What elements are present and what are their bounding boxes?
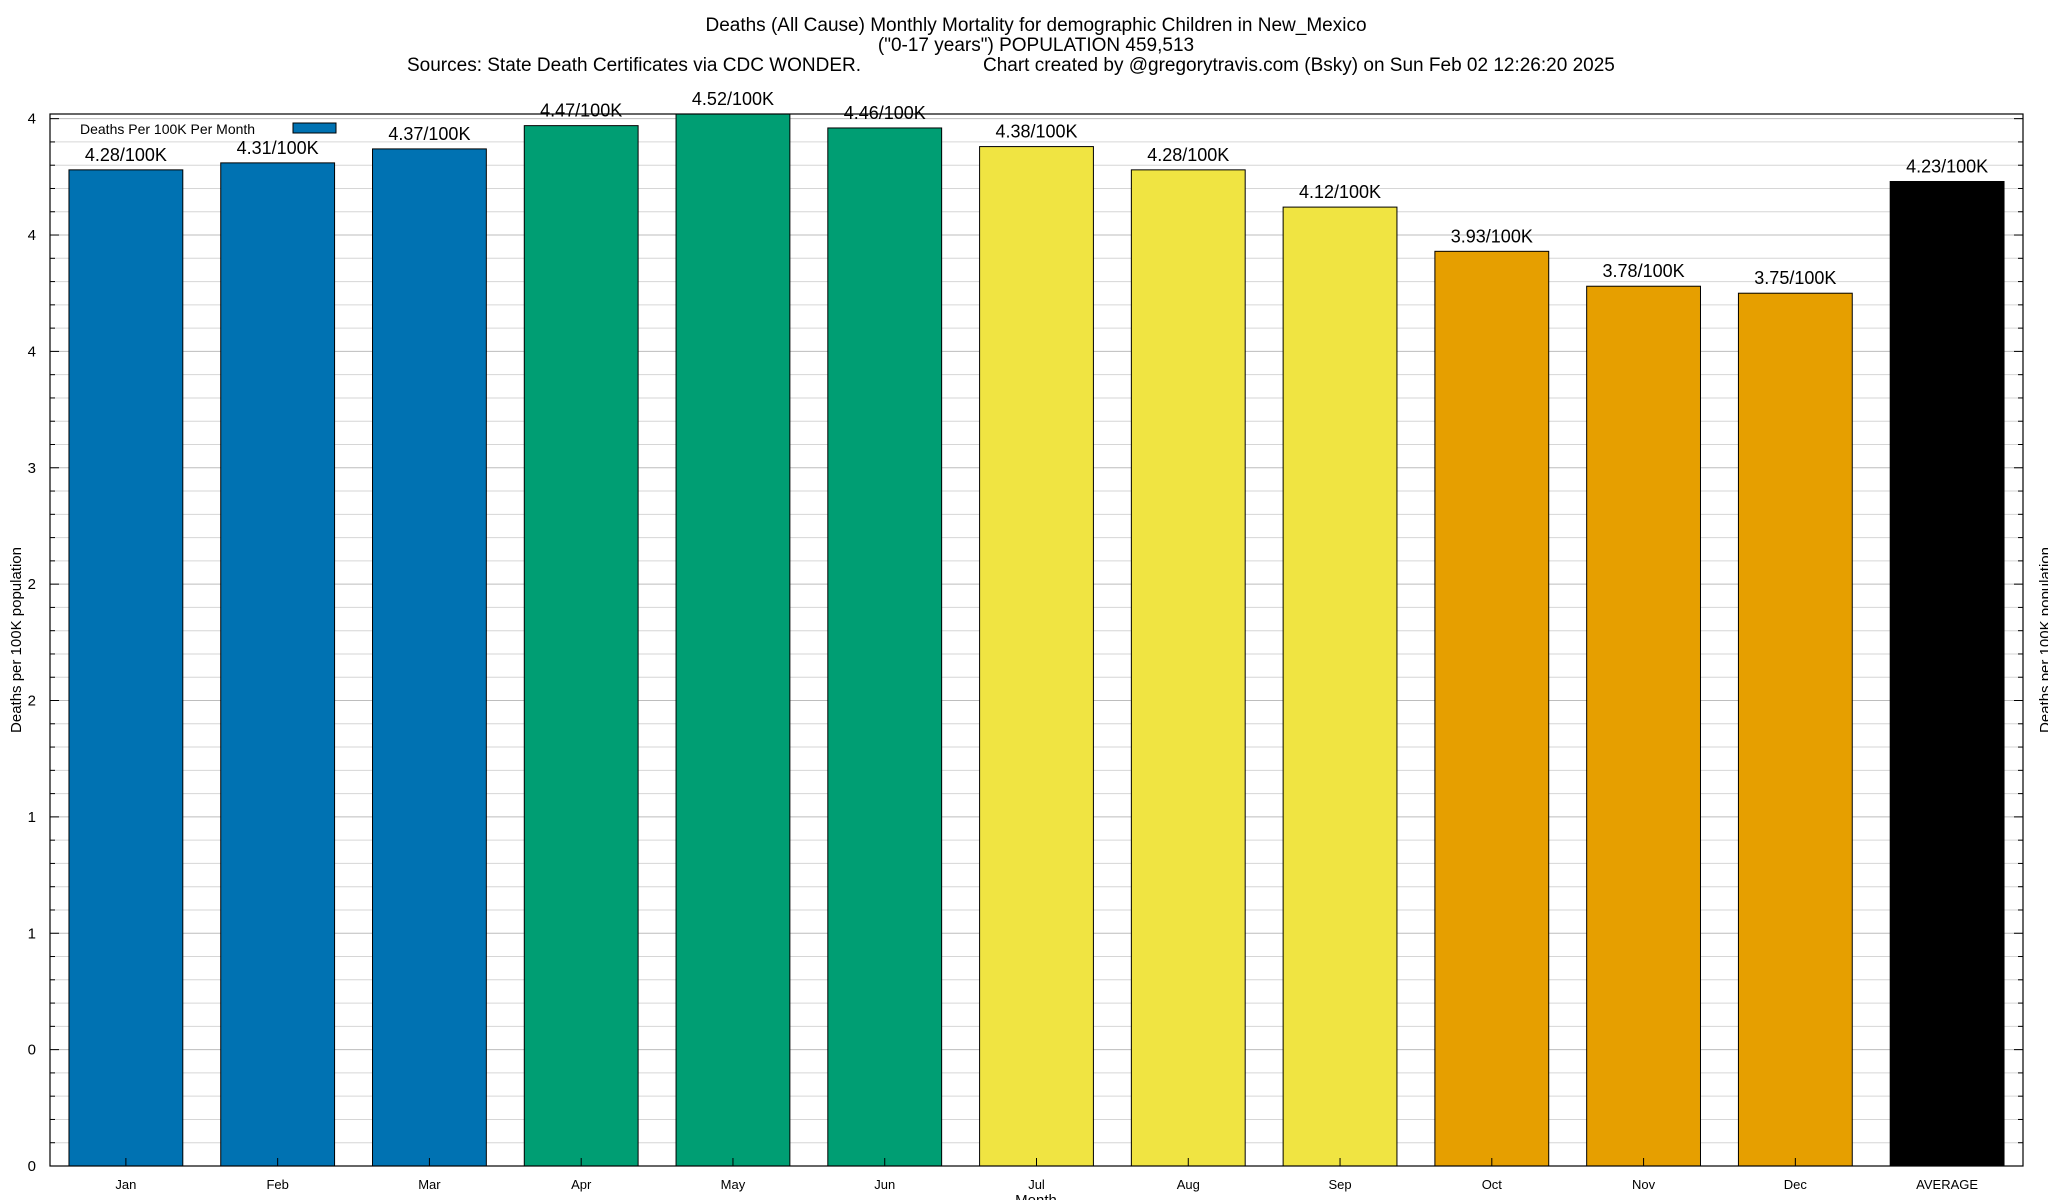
y-tick-label: 0 xyxy=(28,1158,36,1175)
bar-average xyxy=(1889,180,2005,1167)
x-tick-label: Oct xyxy=(1482,1177,1503,1192)
bar-sep xyxy=(1282,206,1398,1167)
bars xyxy=(68,113,2005,1167)
y-tick-label: 0 xyxy=(28,1042,36,1059)
x-tick-label: Sep xyxy=(1328,1177,1351,1192)
bar-value-label: 3.93/100K xyxy=(1451,226,1533,246)
bar-mar xyxy=(372,148,487,1167)
bar-value-labels: 4.28/100K 4.31/100K 4.37/100K 4.47/100K 4.52… xyxy=(85,89,1988,288)
bar-value-label: 4.31/100K xyxy=(237,138,319,158)
legend: Deaths Per 100K Per Month xyxy=(80,121,337,137)
bar-value-label: 3.78/100K xyxy=(1603,261,1685,281)
x-axis-title: Month xyxy=(1015,1192,1057,1200)
x-tick-label: Mar xyxy=(418,1177,441,1192)
chart-title-line-2: ("0-17 years") POPULATION 459,513 xyxy=(878,35,1194,56)
x-tick-label: Apr xyxy=(571,1177,592,1192)
bar-nov xyxy=(1586,285,1701,1167)
x-tick-label: Nov xyxy=(1632,1177,1656,1192)
y-tick-label: 4 xyxy=(28,343,36,360)
bar-value-label: 4.37/100K xyxy=(388,124,470,144)
bar-value-label: 4.52/100K xyxy=(692,89,774,109)
bar-jul xyxy=(979,146,1094,1167)
bar-jun xyxy=(827,127,943,1167)
bar-aug xyxy=(1130,169,1246,1167)
bar-oct xyxy=(1434,250,1550,1167)
bar-value-label: 4.28/100K xyxy=(1147,145,1229,165)
bar-feb xyxy=(220,162,336,1167)
x-tick-label: Jun xyxy=(874,1177,895,1192)
chart-title-line-1: Deaths (All Cause) Monthly Mortality for… xyxy=(705,15,1366,36)
x-tick-label: Feb xyxy=(266,1177,288,1192)
x-tick-label: Jul xyxy=(1028,1177,1045,1192)
y-axis-title: Deaths per 100K population xyxy=(8,547,25,733)
bar-value-label: 4.23/100K xyxy=(1906,156,1988,176)
legend-label: Deaths Per 100K Per Month xyxy=(80,121,255,137)
plot-frame xyxy=(49,113,2024,1167)
bar-apr xyxy=(523,125,639,1167)
x-tick-label: May xyxy=(721,1177,746,1192)
y-tick-label: 2 xyxy=(28,693,36,710)
y-tick-label: 3 xyxy=(28,460,36,477)
y-tick-label: 4 xyxy=(28,111,36,128)
bar-value-label: 3.75/100K xyxy=(1754,268,1836,288)
bar-value-label: 4.12/100K xyxy=(1299,182,1381,202)
x-tick-label: AVERAGE xyxy=(1916,1177,1978,1192)
bar-dec xyxy=(1737,292,1853,1167)
x-tick-label: Dec xyxy=(1784,1177,1808,1192)
y-axis-ticks: 0 0 1 1 2 2 3 4 4 4 xyxy=(28,111,36,1175)
y-tick-label: 4 xyxy=(28,227,36,244)
chart-sources: Sources: State Death Certificates via CD… xyxy=(407,55,861,76)
bar-value-label: 4.46/100K xyxy=(844,103,926,123)
y-tick-label: 1 xyxy=(28,925,36,942)
x-tick-label: Jan xyxy=(115,1177,136,1192)
legend-swatch xyxy=(292,122,337,134)
bar-value-label: 4.28/100K xyxy=(85,145,167,165)
bar-value-label: 4.47/100K xyxy=(540,101,622,121)
y2-axis-title: Deaths per 100K population xyxy=(2037,547,2048,733)
x-tick-label: Aug xyxy=(1177,1177,1200,1192)
chart-credit: Chart created by @gregorytravis.com (Bsk… xyxy=(983,55,1615,76)
bar-may xyxy=(675,113,791,1167)
bar-value-label: 4.38/100K xyxy=(995,122,1077,142)
bar-jan xyxy=(68,169,184,1167)
y-tick-label: 2 xyxy=(28,576,36,593)
x-axis-ticks: Jan Feb Mar Apr May Jun Jul Aug Sep Oct Nov Dec AVER… xyxy=(115,1158,1978,1192)
y-tick-label: 1 xyxy=(28,809,36,826)
